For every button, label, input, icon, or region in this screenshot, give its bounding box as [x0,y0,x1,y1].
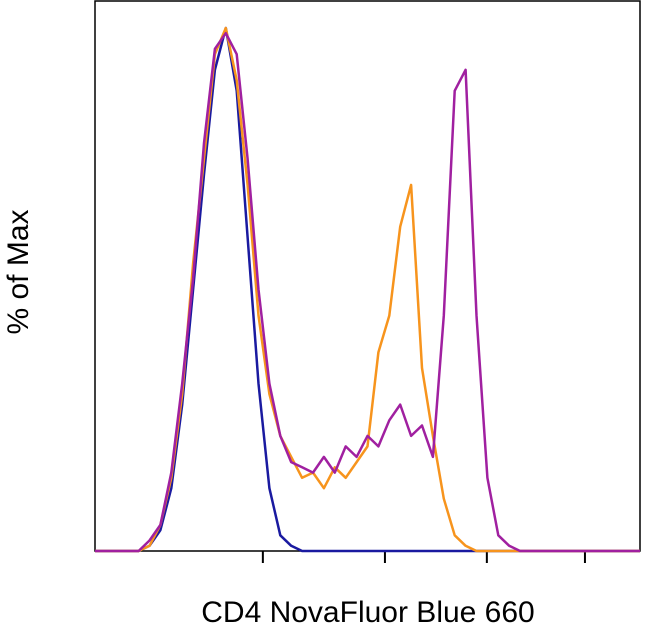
plot-frame [94,0,641,552]
x-axis-label: CD4 NovaFluor Blue 660 [201,596,535,629]
y-axis-label: % of Max [2,209,35,334]
series-line [95,26,640,553]
series-line [95,31,640,553]
series-line [95,26,640,553]
